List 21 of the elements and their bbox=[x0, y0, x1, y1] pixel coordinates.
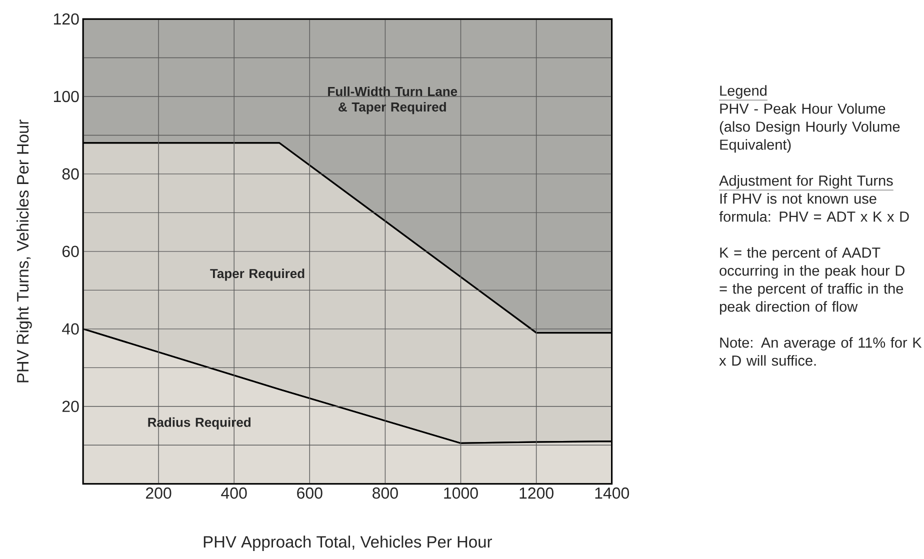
x-tick-label: 1200 bbox=[520, 487, 554, 499]
text: Note: An average of 11% for K x D will suffice. bbox=[719, 337, 922, 366]
y-tick-label: 40 bbox=[62, 323, 79, 335]
text: Adjustment for Right Turns bbox=[719, 175, 893, 189]
x-tick-label: 800 bbox=[372, 487, 398, 499]
x-tick-label: 1000 bbox=[444, 487, 478, 499]
y-tick-label: 80 bbox=[62, 168, 79, 180]
text: Legend bbox=[720, 85, 766, 99]
y-tick-label: 120 bbox=[54, 13, 79, 25]
x-tick-label: 200 bbox=[146, 487, 172, 499]
y-tick-label: 20 bbox=[62, 400, 79, 412]
y-tick-label: 100 bbox=[54, 90, 79, 102]
y-tick-label: 60 bbox=[62, 246, 79, 258]
text: K = the percent of AADT occurring in the peak hour D = the percent of traffic in the peak direction of flow bbox=[720, 247, 904, 315]
y-axis-title: PHV Right Turns, Vehicles Per Hour bbox=[16, 120, 32, 382]
x-tick-label: 600 bbox=[297, 487, 322, 499]
text: PHV - Peak Hour Volume (also Design Hourly Volume Equivalent) bbox=[720, 103, 900, 153]
x-axis-title: PHV Approach Total, Vehicles Per Hour bbox=[204, 536, 492, 552]
x-tick-label: 1400 bbox=[595, 487, 630, 499]
text: If PHV is not known use formula: PHV = ADT x K x D bbox=[719, 193, 909, 222]
x-tick-label: 400 bbox=[221, 487, 247, 499]
